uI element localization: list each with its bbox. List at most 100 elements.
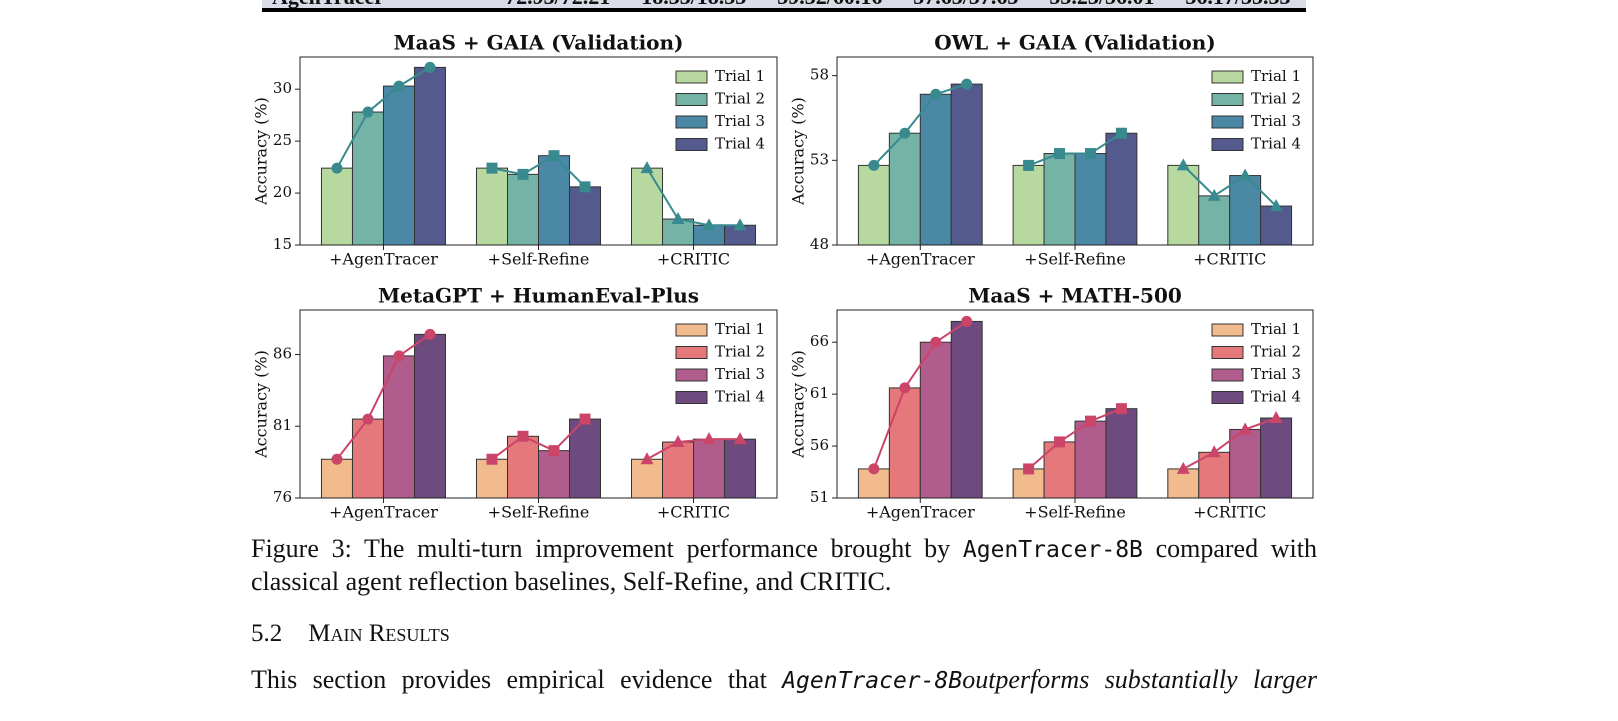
marker (486, 453, 498, 465)
trend-line (336, 333, 431, 460)
bar (382, 355, 415, 499)
y-tick-label: 81 (273, 416, 292, 434)
bar (382, 85, 415, 246)
x-tick-label: +CRITIC (657, 503, 730, 522)
y-tick-label: 56 (810, 436, 829, 454)
marker (961, 78, 973, 90)
paragraph-text: This section provides empirical evidence… (251, 665, 767, 694)
paragraph-code: AgenTracer-8B (782, 668, 963, 694)
cell: 59.32/60.16 (762, 0, 898, 8)
caption-label: Figure 3: (251, 534, 352, 563)
y-tick-label: 25 (273, 131, 292, 149)
legend-label: Trial 3 (715, 365, 765, 383)
trend-line (872, 320, 968, 470)
trend-line (646, 438, 741, 461)
marker (362, 413, 374, 425)
chart-title: MetaGPT + HumanEval-Plus (378, 284, 699, 308)
marker (1054, 436, 1066, 448)
trend-line (491, 418, 586, 461)
section-number: 5.2 (251, 620, 283, 647)
y-axis-label: Accuracy (%) (252, 350, 271, 459)
y-axis-label: Accuracy (%) (252, 97, 271, 206)
marker (1084, 415, 1096, 427)
marker (517, 430, 529, 442)
y-tick-label: 66 (810, 332, 829, 350)
marker (331, 162, 343, 174)
cell: 36.17/35.33 (1170, 0, 1306, 8)
x-tick-label: +Self-Refine (1024, 250, 1126, 269)
bar (631, 167, 664, 246)
legend-swatch (1211, 368, 1244, 382)
plot-frame (299, 309, 778, 499)
legend-label: Trial 1 (1251, 320, 1301, 338)
bar (857, 164, 890, 246)
bar (1229, 428, 1262, 499)
bar (351, 418, 384, 499)
marker (1207, 445, 1221, 458)
bar (888, 387, 921, 499)
legend-label: Trial 4 (1251, 388, 1301, 406)
bar (919, 93, 952, 246)
marker (868, 463, 880, 475)
plot-frame (299, 56, 778, 246)
y-axis-label: Accuracy (%) (789, 350, 808, 459)
bar (693, 438, 726, 499)
marker (393, 350, 405, 362)
bar (1105, 408, 1138, 499)
marker (1269, 199, 1283, 212)
bar (1074, 153, 1107, 246)
marker (961, 315, 973, 327)
trend-line (1028, 132, 1122, 167)
marker (868, 159, 880, 171)
bar (1012, 164, 1045, 246)
bar (1043, 153, 1076, 246)
legend-label: Trial 3 (715, 112, 765, 130)
legend-label: Trial 2 (715, 90, 765, 108)
marker (930, 88, 942, 100)
marker (424, 328, 436, 340)
legend-label: Trial 1 (715, 67, 765, 85)
bar (1105, 132, 1138, 246)
legend-swatch (675, 368, 708, 382)
x-tick-label: +AgenTracer (329, 503, 438, 522)
caption-code: AgenTracer-8B (962, 537, 1143, 563)
legend-swatch (675, 138, 708, 151)
y-tick-label: 58 (810, 66, 829, 84)
bar (662, 441, 695, 499)
x-tick-label: +CRITIC (1193, 250, 1266, 269)
legend-swatch (1211, 391, 1244, 404)
cell: 57.63/57.63 (898, 0, 1034, 8)
bar (506, 435, 539, 499)
bar (475, 458, 508, 499)
bar (724, 438, 757, 499)
marker (1207, 188, 1221, 201)
legend-swatch (675, 391, 708, 404)
trend-line (873, 83, 968, 167)
legend-label: Trial 1 (715, 320, 765, 338)
y-tick-label: 15 (273, 235, 292, 253)
bar (919, 341, 952, 499)
y-tick-label: 51 (810, 488, 829, 506)
marker (579, 413, 591, 425)
marker (1023, 159, 1035, 171)
marker (640, 161, 654, 174)
bar (413, 333, 446, 499)
marker (1176, 461, 1190, 474)
legend-swatch (1211, 346, 1244, 359)
bar (631, 458, 664, 499)
y-axis-label: Accuracy (%) (789, 97, 808, 206)
bar (506, 173, 539, 246)
marker (331, 453, 343, 465)
legend-swatch (675, 70, 708, 84)
marker (1115, 127, 1127, 139)
caption-text: compared with classical agent reflection… (251, 534, 1317, 596)
bar (1229, 175, 1262, 246)
legend-swatch (1211, 115, 1244, 129)
marker (548, 150, 560, 162)
table-fragment: AgenTracer 72.93/72.21 18.33/18.33 59.32… (262, 0, 1306, 12)
trend-line (336, 66, 431, 169)
x-tick-label: +Self-Refine (488, 250, 590, 269)
legend-label: Trial 3 (1251, 365, 1301, 383)
